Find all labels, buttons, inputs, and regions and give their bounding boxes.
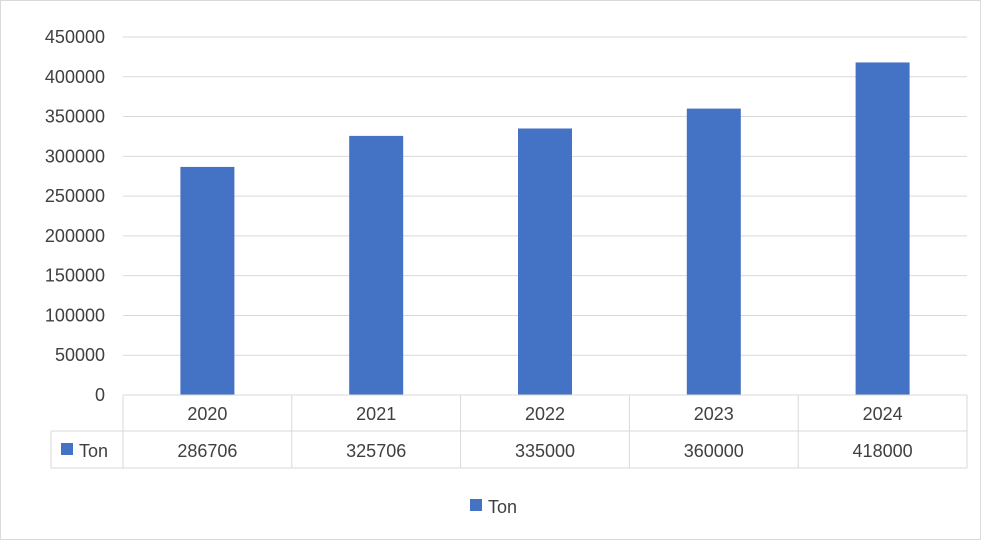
- x-category-label: 2021: [356, 404, 396, 424]
- table-series-name: Ton: [79, 441, 108, 461]
- y-tick-label: 50000: [55, 345, 105, 365]
- x-category-label: 2022: [525, 404, 565, 424]
- bars: [180, 62, 910, 396]
- y-tick-label: 150000: [45, 266, 105, 286]
- legend-swatch: [470, 499, 482, 511]
- data-table-value: 286706: [177, 441, 237, 461]
- data-table: 2020 286706 2021 325706 2022 335000 2023 360000…: [50, 394, 968, 469]
- table-series-swatch: [61, 443, 73, 455]
- y-tick-label: 300000: [45, 146, 105, 166]
- x-category-label: 2020: [187, 404, 227, 424]
- bar-2021: [349, 135, 404, 395]
- bar-2020: [180, 166, 235, 395]
- y-tick-label: 400000: [45, 67, 105, 87]
- y-tick-label: 200000: [45, 226, 105, 246]
- x-category-label: 2023: [694, 404, 734, 424]
- legend: Ton: [470, 497, 517, 517]
- y-tick-label: 350000: [45, 107, 105, 127]
- bar-2024: [855, 62, 910, 396]
- y-tick-label: 450000: [45, 27, 105, 47]
- data-table-value: 418000: [853, 441, 913, 461]
- bar-2022: [518, 128, 572, 395]
- data-table-value: 335000: [515, 441, 575, 461]
- y-tick-label: 250000: [45, 186, 105, 206]
- y-tick-label: 0: [95, 385, 105, 405]
- bar-2023: [686, 108, 741, 395]
- data-table-value: 360000: [684, 441, 744, 461]
- x-category-label: 2024: [863, 404, 903, 424]
- legend-label: Ton: [488, 497, 517, 517]
- y-tick-label: 100000: [45, 305, 105, 325]
- y-axis-tick-labels: 0 50000 100000 150000 200000 250000 300000 3500…: [45, 27, 105, 405]
- data-table-value: 325706: [346, 441, 406, 461]
